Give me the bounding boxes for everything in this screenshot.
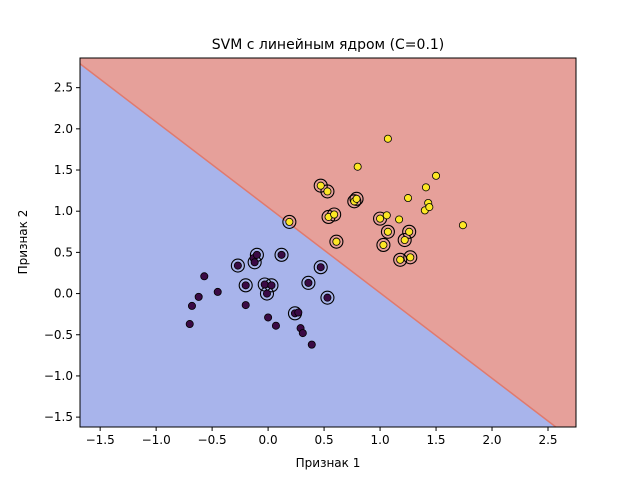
y-tick-label: 1.0: [54, 204, 73, 218]
data-point-class-1: [395, 215, 404, 224]
x-tick-label: 2.0: [482, 433, 501, 447]
data-point-class-0: [262, 289, 271, 298]
data-point-class-0: [252, 250, 261, 259]
support-vector-ring: [397, 232, 412, 248]
data-point-class-1: [382, 211, 391, 220]
data-point-class-1: [352, 194, 361, 203]
data-point-class-1: [405, 227, 414, 236]
data-point-class-0: [264, 313, 273, 322]
x-tick-label: −0.5: [198, 433, 227, 447]
data-point-class-1: [285, 217, 294, 226]
data-point-class-0: [267, 281, 276, 290]
data-point-class-0: [277, 250, 286, 259]
data-point-class-0: [307, 340, 316, 349]
plot-area: [79, 57, 577, 428]
data-point-class-0: [233, 261, 242, 270]
data-point-class-1: [316, 181, 325, 190]
data-point-class-0: [241, 281, 250, 290]
y-tick-label: 0.5: [54, 245, 73, 259]
y-tick-label: 2.5: [54, 81, 73, 95]
data-point-class-1: [353, 162, 362, 171]
data-point-class-0: [294, 308, 303, 317]
y-tick-label: 2.0: [54, 122, 73, 136]
data-point-class-1: [432, 171, 441, 180]
support-vector-ring: [230, 258, 245, 273]
support-vector-ring: [403, 250, 418, 265]
data-point-class-0: [213, 287, 222, 296]
data-point-class-0: [298, 329, 307, 338]
y-tick-label: 0.0: [54, 287, 73, 301]
data-point-class-0: [260, 280, 269, 289]
support-vector-ring: [282, 214, 297, 229]
data-point-class-0: [250, 258, 259, 267]
support-vector-ring: [349, 191, 364, 206]
data-point-class-0: [200, 272, 209, 281]
data-point-class-1: [421, 183, 430, 192]
data-point-class-0: [304, 278, 313, 287]
x-tick-label: 0.0: [259, 433, 278, 447]
data-point-class-1: [383, 134, 392, 143]
x-axis-label: Признак 1: [296, 456, 361, 470]
y-tick-label: −1.5: [44, 410, 73, 424]
y-tick-label: 1.5: [54, 163, 73, 177]
data-point-class-0: [323, 293, 332, 302]
plot-frame: [79, 57, 577, 428]
data-point-class-1: [383, 227, 392, 236]
support-vector-ring: [402, 224, 417, 239]
data-point-class-1: [379, 240, 388, 249]
y-tick-label: −1.0: [44, 369, 73, 383]
data-point-class-1: [400, 236, 409, 245]
data-point-class-1: [332, 237, 341, 246]
data-point-class-0: [187, 301, 196, 310]
support-vector-ring: [301, 275, 316, 290]
data-point-class-1: [323, 187, 332, 196]
y-axis-label: Признак 2: [16, 210, 30, 275]
decision-region-class-0: [80, 63, 576, 427]
y-axis: −1.5 −1.0 −0.5 0.0 0.5 1.0 1.5 2.0 2.5: [44, 81, 80, 424]
decision-boundary-line: [79, 63, 557, 428]
chart-title: SVM с линейным ядром (C=0.1): [212, 37, 445, 53]
support-vector-ring: [380, 224, 395, 239]
x-tick-label: 2.5: [538, 433, 557, 447]
data-point-class-1: [425, 203, 434, 212]
x-tick-label: 1.0: [371, 433, 390, 447]
x-tick-label: −1.0: [142, 433, 171, 447]
data-point-class-1: [396, 255, 405, 264]
x-tick-label: −1.5: [86, 433, 115, 447]
data-point-class-0: [241, 301, 250, 310]
x-tick-label: 1.5: [426, 433, 445, 447]
data-point-class-0: [185, 320, 194, 329]
data-point-class-0: [194, 292, 203, 301]
support-vector-ring: [313, 260, 328, 275]
support-vector-ring: [329, 234, 344, 249]
data-point-class-1: [376, 214, 385, 223]
support-vector-ring: [320, 184, 335, 199]
support-vector-ring: [376, 237, 391, 253]
support-vector-ring: [320, 290, 335, 305]
x-axis: −1.5 −1.0 −0.5 0.0 0.5 1.0 1.5 2.0 2.5: [86, 427, 558, 447]
support-vector-ring: [274, 247, 289, 262]
data-point-class-1: [330, 210, 339, 219]
support-vector-ring: [393, 252, 408, 267]
data-point-class-1: [406, 253, 415, 262]
data-point-class-0: [271, 321, 280, 330]
y-tick-label: −0.5: [44, 328, 73, 342]
decision-region-class-1: [80, 58, 576, 427]
support-vector-ring: [347, 194, 362, 209]
data-point-class-1: [404, 194, 413, 203]
support-vector-ring: [238, 278, 253, 293]
x-tick-label: 0.5: [315, 433, 334, 447]
data-point-class-0: [316, 263, 325, 272]
data-point-class-1: [458, 221, 467, 230]
